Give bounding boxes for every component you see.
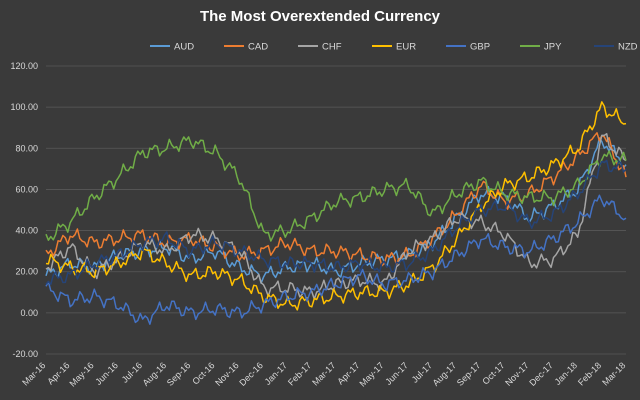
- x-tick-label: Mar-17: [310, 360, 337, 387]
- x-tick-label: Mar-16: [20, 360, 47, 387]
- y-tick-label: 0.00: [20, 308, 38, 318]
- x-tick-label: Aug-17: [431, 360, 459, 388]
- legend-label-eur: EUR: [396, 42, 416, 53]
- series-line-nzd: [45, 159, 627, 286]
- x-tick-label: Jan-17: [263, 360, 290, 387]
- legend-label-gbp: GBP: [470, 42, 490, 53]
- series-line-cad: [45, 132, 627, 267]
- y-tick-label: 100.00: [10, 102, 38, 112]
- chart-title: The Most Overextended Currency: [199, 8, 441, 25]
- y-tick-label: 40.00: [15, 226, 38, 236]
- legend-label-cad: CAD: [248, 42, 268, 53]
- x-tick-label: May-17: [357, 360, 385, 388]
- x-tick-label: Oct-17: [480, 360, 506, 386]
- x-tick-label: May-16: [67, 360, 95, 388]
- y-tick-label: 20.00: [15, 267, 38, 277]
- x-tick-label: Nov-16: [213, 360, 241, 388]
- x-tick-label: Mar-18: [600, 360, 627, 387]
- legend-label-chf: CHF: [322, 42, 342, 53]
- x-tick-label: Jun-16: [93, 360, 120, 387]
- x-tick-label: Jan-18: [553, 360, 580, 387]
- legend-label-jpy: JPY: [544, 42, 562, 53]
- y-tick-label: -20.00: [12, 349, 38, 359]
- y-tick-label: 80.00: [15, 143, 38, 153]
- gridlines: [46, 65, 626, 355]
- x-tick-label: Sep-17: [455, 360, 483, 388]
- x-tick-label: Dec-17: [527, 360, 555, 388]
- y-tick-label: 120.00: [10, 61, 38, 71]
- x-tick-label: Nov-17: [503, 360, 531, 388]
- series-lines: [45, 101, 627, 325]
- legend-label-aud: AUD: [174, 42, 194, 53]
- y-tick-label: 60.00: [15, 184, 38, 194]
- series-line-gbp: [45, 194, 627, 325]
- legend-label-nzd: NZD: [618, 42, 638, 53]
- legend: AUD CAD CHF EUR GBP JPY NZD: [150, 42, 638, 53]
- x-tick-label: Oct-16: [190, 360, 216, 386]
- x-tick-label: Feb-17: [286, 360, 313, 387]
- x-tick-label: Dec-16: [237, 360, 265, 388]
- y-axis-ticks: -20.00 0.00 20.00 40.00 60.00 80.00 100.00 120.…: [10, 61, 38, 359]
- x-tick-label: Jun-17: [383, 360, 410, 387]
- x-tick-label: Aug-16: [141, 360, 169, 388]
- series-line-jpy: [45, 136, 627, 242]
- x-tick-label: Sep-16: [165, 360, 193, 388]
- x-tick-label: Feb-18: [576, 360, 603, 387]
